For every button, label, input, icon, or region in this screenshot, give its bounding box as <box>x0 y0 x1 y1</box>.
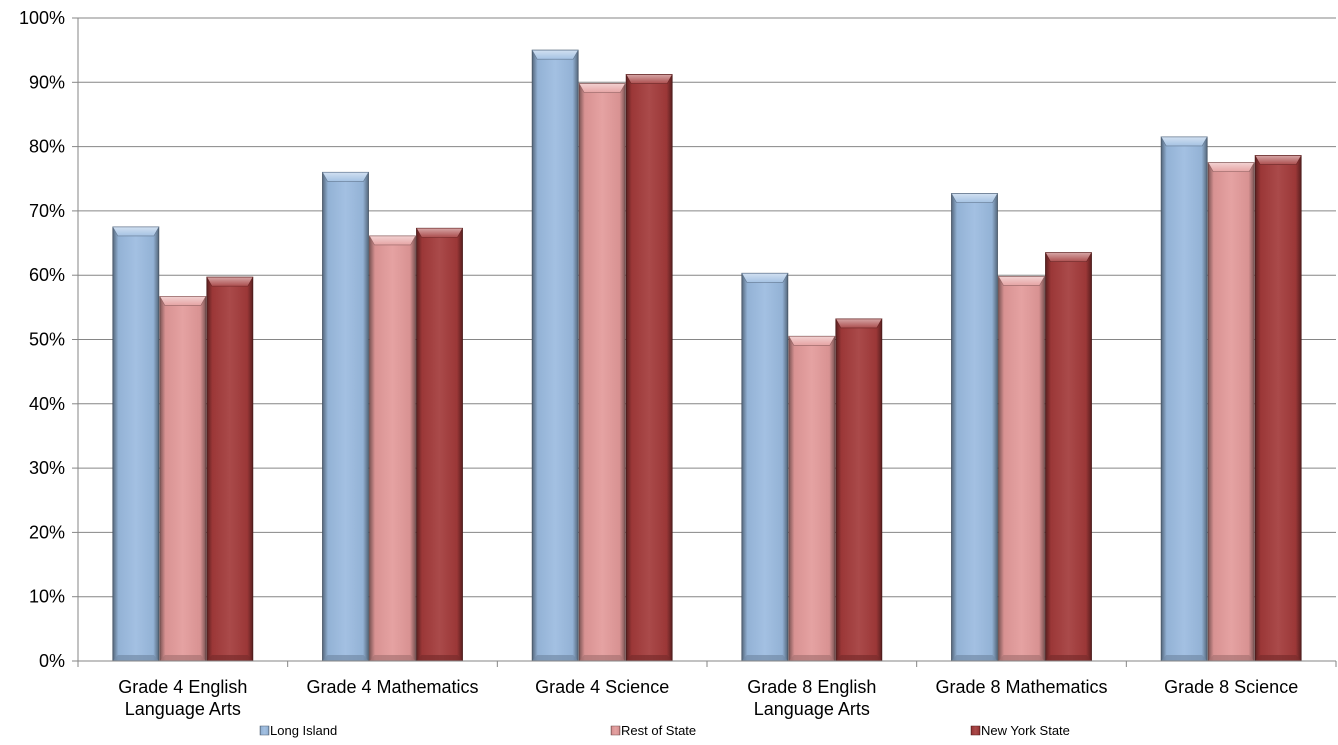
y-tick-label: 80% <box>29 137 65 157</box>
y-axis-tick-labels: 0% 10% 20% 30% 40% 50% 60% 70% 80% 90% 100% <box>19 8 65 671</box>
bar <box>625 74 673 662</box>
bar <box>741 272 789 662</box>
axes <box>72 17 1337 667</box>
y-tick-label: 40% <box>29 394 65 414</box>
bar <box>1254 155 1302 662</box>
y-tick-label: 30% <box>29 458 65 478</box>
bar <box>950 193 999 662</box>
legend-swatch <box>610 725 621 736</box>
y-tick-label: 100% <box>19 8 65 28</box>
bars-group <box>112 49 1302 662</box>
x-category-label: Grade 4 English Language Arts <box>118 677 247 719</box>
bar <box>159 296 207 662</box>
y-tick-label: 60% <box>29 265 65 285</box>
bar <box>368 235 417 662</box>
y-tick-label: 10% <box>29 587 65 607</box>
legend-item: New York State <box>970 723 1070 738</box>
legend-label: Long Island <box>270 723 337 738</box>
bar <box>1160 136 1208 662</box>
x-category-label: Grade 4 Science <box>535 677 669 697</box>
x-category-label: Grade 8 Mathematics <box>935 677 1107 697</box>
legend-swatch <box>259 725 270 736</box>
x-category-label: Grade 8 English Language Arts <box>747 677 876 719</box>
bar <box>1207 162 1255 662</box>
y-tick-label: 90% <box>29 72 65 92</box>
y-tick-label: 0% <box>39 651 65 671</box>
legend-item: Long Island <box>259 723 337 738</box>
y-tick-label: 50% <box>29 330 65 350</box>
bar <box>415 227 464 662</box>
x-category-label: Grade 8 Science <box>1164 677 1298 697</box>
bar <box>835 318 883 662</box>
bar <box>531 49 579 662</box>
bar <box>997 276 1046 662</box>
legend-label: New York State <box>981 723 1070 738</box>
bar <box>578 83 626 662</box>
legend-label: Rest of State <box>621 723 696 738</box>
legend-item: Rest of State <box>610 723 696 738</box>
legend: Long Island Rest of State New York State <box>259 723 1070 738</box>
x-category-label: Grade 4 Mathematics <box>306 677 478 697</box>
bar <box>206 276 254 662</box>
y-tick-label: 20% <box>29 522 65 542</box>
gridlines <box>78 17 1336 598</box>
bar <box>321 171 370 662</box>
bar <box>788 335 836 662</box>
bar <box>1044 252 1093 662</box>
legend-swatch <box>970 725 981 736</box>
y-tick-label: 70% <box>29 201 65 221</box>
x-axis-category-labels: Grade 4 English Language Arts Grade 4 Math… <box>118 677 1298 719</box>
bar <box>112 226 160 662</box>
